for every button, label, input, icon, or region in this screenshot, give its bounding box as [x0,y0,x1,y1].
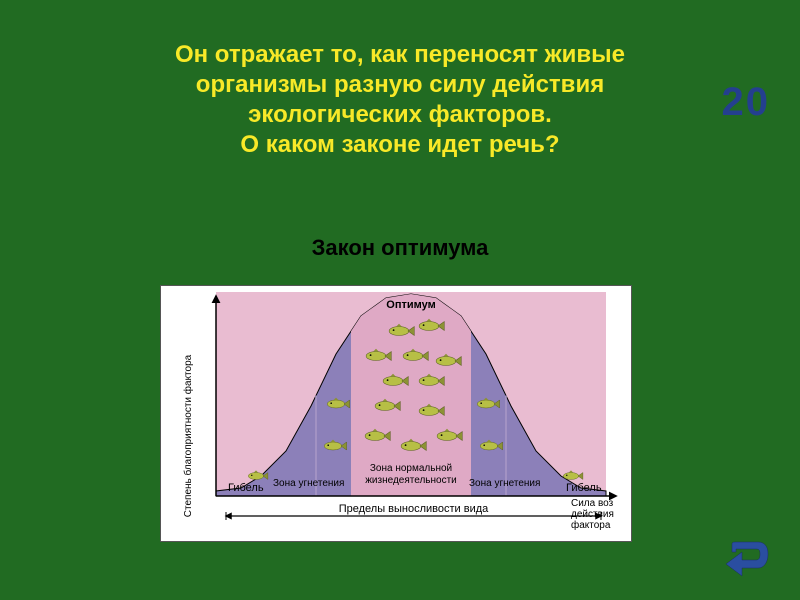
x-axis-label: действия [571,509,614,520]
x-axis-label: фактора [571,519,611,531]
title-line: экологических факторов. [100,100,700,130]
u-turn-arrow-icon [724,540,770,580]
question-title: Он отражает то, как переносят живые орга… [100,40,700,160]
death-right-label: Гибель [566,482,602,494]
oppression-right-label: Зона угнетения [469,478,540,489]
title-line: организмы разную силу действия [100,70,700,100]
center-zone-label: Зона нормальной [370,463,452,474]
optimum-law-diagram: Степень благоприятности фактора Сила возд… [160,285,632,542]
title-line: О каком законе идет речь? [100,130,700,160]
title-line: Он отражает то, как переносят живые [100,40,700,70]
center-zone-label: жизнедеятельности [365,475,457,486]
optimum-label: Оптимум [386,299,435,311]
answer-text: Закон оптимума [0,235,800,261]
tolerance-label: Пределы выносливости вида [339,503,489,515]
oppression-left-label: Зона угнетения [273,478,344,489]
points-badge: 20 [722,80,771,125]
death-left-label: Гибель [228,482,264,494]
y-axis-label: Степень благоприятности фактора [182,354,194,517]
back-button[interactable] [724,540,770,580]
diagram-svg: Степень благоприятности фактора Сила возд… [161,286,631,541]
arrow-path [726,542,768,576]
x-axis-label: Сила воз [571,498,614,509]
